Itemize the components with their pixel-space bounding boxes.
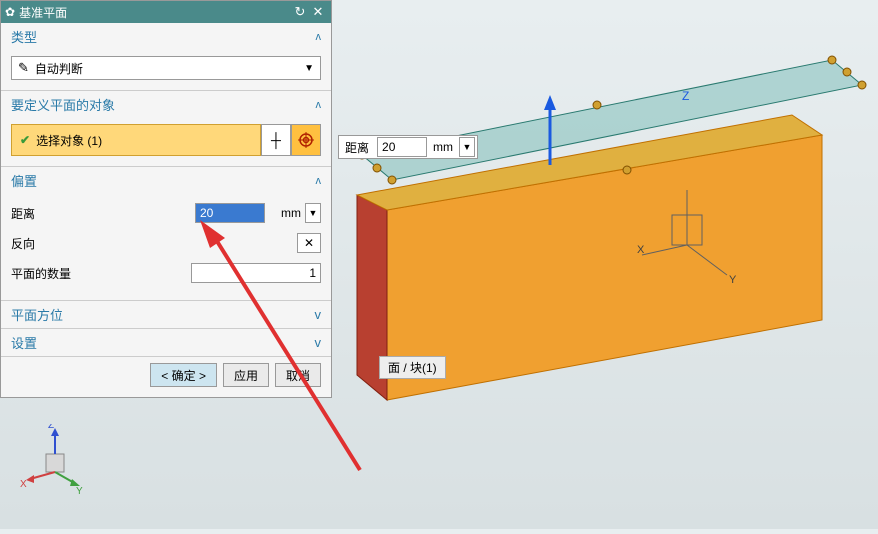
plane-handle[interactable] bbox=[623, 166, 631, 174]
chevron-up-icon: ʌ bbox=[316, 175, 322, 187]
reset-icon[interactable]: ↻ bbox=[291, 4, 309, 20]
plane-handle[interactable] bbox=[593, 101, 601, 109]
select-object-row[interactable]: ✔ 选择对象 (1) ┼ bbox=[11, 124, 321, 156]
close-icon[interactable]: ✕ bbox=[309, 4, 327, 20]
block-front-face[interactable] bbox=[387, 135, 822, 400]
distance-unit: mm bbox=[265, 206, 305, 220]
section-label: 要定义平面的对象 bbox=[11, 95, 115, 114]
plane-handle[interactable] bbox=[858, 81, 866, 89]
distance-row: 距离 mm ▼ bbox=[11, 200, 321, 226]
count-row: 平面的数量 bbox=[11, 260, 321, 286]
orientation-section-header[interactable]: 平面方位 v bbox=[1, 301, 331, 329]
settings-section-header[interactable]: 设置 v bbox=[1, 329, 331, 357]
apply-button[interactable]: 应用 bbox=[223, 363, 269, 387]
distance-label: 距离 bbox=[11, 205, 195, 222]
distance-popup-label: 距离 bbox=[339, 139, 375, 156]
distance-popup-input[interactable] bbox=[377, 137, 427, 157]
svg-text:X: X bbox=[637, 244, 645, 256]
chevron-down-icon: v bbox=[315, 307, 322, 322]
svg-text:Y: Y bbox=[76, 486, 83, 494]
inferred-icon: ✎ bbox=[18, 60, 29, 76]
select-object-label: 选择对象 (1) bbox=[36, 132, 102, 149]
type-selected-label: 自动判断 bbox=[35, 60, 83, 77]
reverse-button[interactable]: ✕ bbox=[297, 233, 321, 253]
distance-popup[interactable]: 距离 mm ▼ bbox=[338, 135, 478, 159]
type-section: 类型 ʌ ✎ 自动判断 ▼ bbox=[1, 23, 331, 91]
plane-handle[interactable] bbox=[388, 176, 396, 184]
offset-section: 偏置 ʌ 距离 mm ▼ 反向 ✕ 平面的数量 bbox=[1, 167, 331, 301]
direction-arrowhead[interactable] bbox=[544, 95, 556, 110]
target-button[interactable] bbox=[291, 124, 321, 156]
svg-text:Y: Y bbox=[729, 274, 737, 286]
distance-popup-unit: mm bbox=[429, 140, 457, 154]
view-triad[interactable]: X Y Z bbox=[18, 424, 88, 499]
section-label: 偏置 bbox=[11, 171, 37, 190]
distance-input[interactable] bbox=[195, 203, 265, 223]
face-tag: 面 / 块(1) bbox=[379, 356, 446, 379]
section-label: 类型 bbox=[11, 27, 37, 46]
svg-text:Z: Z bbox=[48, 424, 54, 431]
type-dropdown[interactable]: ✎ 自动判断 ▼ bbox=[11, 56, 321, 80]
distance-dropdown[interactable]: ▼ bbox=[305, 203, 321, 223]
datum-plane-dialog: ✿ 基准平面 ↻ ✕ 类型 ʌ ✎ 自动判断 ▼ 要定义平面的对象 ʌ bbox=[0, 0, 332, 398]
count-input[interactable] bbox=[191, 263, 321, 283]
chevron-up-icon: ʌ bbox=[316, 31, 322, 43]
objects-section-header[interactable]: 要定义平面的对象 ʌ bbox=[1, 91, 331, 118]
offset-section-header[interactable]: 偏置 ʌ bbox=[1, 167, 331, 194]
reverse-row: 反向 ✕ bbox=[11, 230, 321, 256]
ok-button[interactable]: < 确定 > bbox=[150, 363, 217, 387]
svg-text:X: X bbox=[20, 479, 27, 490]
svg-text:Z: Z bbox=[682, 89, 689, 103]
reverse-label: 反向 bbox=[11, 235, 297, 252]
cancel-button[interactable]: 取消 bbox=[275, 363, 321, 387]
chevron-down-icon: ▼ bbox=[304, 63, 314, 74]
plane-handle[interactable] bbox=[373, 164, 381, 172]
type-section-header[interactable]: 类型 ʌ bbox=[1, 23, 331, 50]
chevron-down-icon: v bbox=[315, 335, 322, 350]
chevron-up-icon: ʌ bbox=[316, 99, 322, 111]
scene-svg: X Y Z bbox=[332, 0, 878, 529]
objects-section: 要定义平面的对象 ʌ ✔ 选择对象 (1) ┼ bbox=[1, 91, 331, 167]
dialog-header[interactable]: ✿ 基准平面 ↻ ✕ bbox=[1, 1, 331, 23]
section-label: 平面方位 bbox=[11, 305, 63, 324]
distance-popup-dropdown[interactable]: ▼ bbox=[459, 137, 475, 157]
section-label: 设置 bbox=[11, 333, 37, 352]
add-point-button[interactable]: ┼ bbox=[261, 124, 291, 156]
dialog-title: 基准平面 bbox=[19, 4, 67, 21]
viewport[interactable]: X Y Z bbox=[332, 0, 878, 529]
gear-icon: ✿ bbox=[5, 5, 15, 19]
dialog-button-bar: < 确定 > 应用 取消 bbox=[1, 357, 331, 397]
count-label: 平面的数量 bbox=[11, 265, 191, 282]
plane-handle[interactable] bbox=[828, 56, 836, 64]
plane-handle[interactable] bbox=[843, 68, 851, 76]
check-icon: ✔ bbox=[20, 133, 30, 147]
